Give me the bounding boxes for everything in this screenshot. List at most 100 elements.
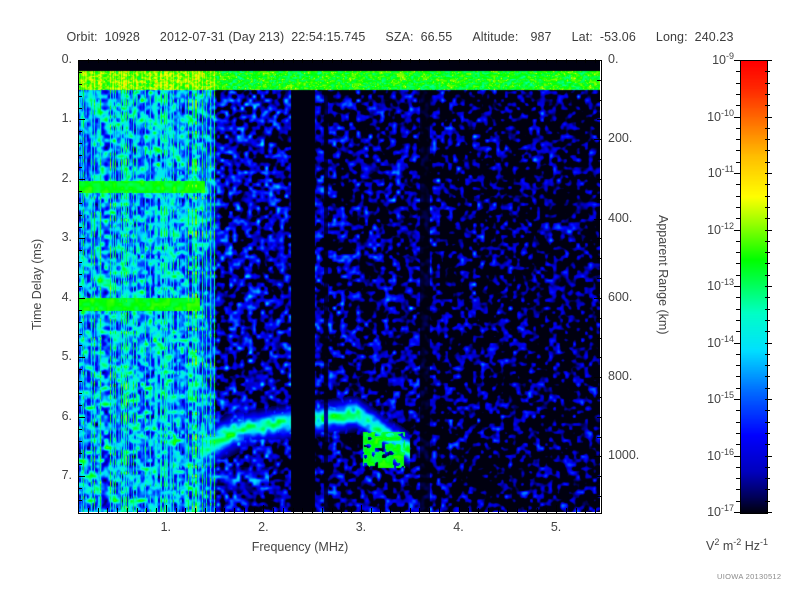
colorbar-minor-tick [765, 319, 770, 321]
y-major-tick [78, 119, 85, 121]
x-tick-label: 2. [258, 520, 269, 534]
x-minor-tick [507, 508, 509, 513]
y2-minor-tick [597, 238, 601, 240]
unit-meters: m [719, 539, 734, 554]
colorbar-minor-tick [765, 432, 770, 434]
colorbar-tick-label: 10-13 [678, 277, 734, 293]
x-minor-tick [429, 508, 431, 513]
y-minor-tick [78, 262, 82, 264]
colorbar-minor-tick [765, 218, 770, 220]
colorbar-minor-tick [765, 195, 770, 197]
y-minor-tick [78, 428, 82, 430]
colorbar-minor-tick [765, 500, 770, 502]
x-major-tick [458, 505, 460, 513]
y-minor-tick [78, 440, 82, 442]
y-minor-tick [78, 131, 82, 133]
y-minor-tick [78, 452, 82, 454]
colorbar-minor-tick [765, 240, 770, 242]
long-label: Long: [655, 30, 688, 44]
colorbar[interactable] [740, 60, 768, 514]
x-top-tick [360, 59, 362, 63]
colorbar-gradient [741, 61, 767, 513]
colorbar-minor-tick [736, 410, 741, 412]
colorbar-minor-tick [736, 206, 741, 208]
y-minor-tick [78, 333, 82, 335]
colorbar-tick-mantissa: 10 [707, 392, 721, 407]
y-minor-tick [78, 155, 82, 157]
y2-tick-label: 800. [608, 369, 633, 384]
colorbar-tick-label: 10-11 [678, 164, 734, 180]
spectrogram-plot-area[interactable] [78, 60, 600, 512]
y2-minor-tick [597, 476, 601, 478]
x-top-tick [253, 59, 255, 63]
x-minor-tick [253, 508, 255, 513]
x-top-tick [136, 59, 138, 63]
spectrogram-canvas [78, 60, 600, 512]
y-major-tick [78, 60, 85, 61]
unit-hertz-exp: -1 [760, 537, 769, 547]
y-minor-tick [78, 393, 82, 395]
x-top-tick [448, 59, 450, 63]
y-minor-tick [78, 381, 82, 383]
x-minor-tick [536, 508, 538, 513]
colorbar-minor-tick [765, 263, 770, 265]
y-tick-label: 6. [61, 408, 72, 423]
colorbar-minor-tick [736, 263, 741, 265]
x-top-tick [292, 59, 294, 63]
colorbar-minor-tick [765, 421, 770, 423]
x-top-tick [585, 59, 587, 63]
colorbar-major-tick [765, 455, 772, 457]
colorbar-tick-label: 10-15 [678, 390, 734, 406]
x-minor-tick [595, 508, 597, 513]
y2-tick-label: 0. [608, 52, 619, 66]
x-minor-tick [331, 508, 333, 513]
colorbar-minor-tick [736, 432, 741, 434]
x-top-tick [507, 59, 509, 63]
x-top-tick [263, 59, 265, 63]
x-top-tick [165, 59, 167, 63]
colorbar-minor-tick [765, 184, 770, 186]
colorbar-tick-exponent: -12 [720, 220, 734, 231]
y-major-tick [78, 357, 85, 359]
x-top-tick [351, 59, 353, 63]
x-top-tick [517, 59, 519, 63]
y-major-tick [78, 178, 85, 180]
colorbar-minor-tick [765, 252, 770, 254]
x-top-tick [487, 59, 489, 63]
colorbar-minor-tick [736, 319, 741, 321]
y2-minor-tick [597, 337, 601, 339]
y2-minor-tick [597, 397, 601, 399]
colorbar-major-tick [734, 229, 741, 231]
x-top-tick [526, 59, 528, 63]
x-top-tick [224, 59, 226, 63]
colorbar-minor-tick [736, 127, 741, 129]
colorbar-tick-mantissa: 10 [707, 335, 721, 350]
x-minor-tick [546, 508, 548, 513]
colorbar-minor-tick [736, 376, 741, 378]
y2-minor-tick [597, 278, 601, 280]
y-axis-title: Time Delay (ms) [30, 238, 44, 330]
x-tick-label: 4. [453, 520, 464, 534]
x-top-tick [87, 59, 89, 63]
colorbar-tick-mantissa: 10 [707, 166, 722, 181]
y2-minor-tick [597, 258, 601, 260]
colorbar-major-tick [734, 399, 741, 400]
x-minor-tick [214, 508, 216, 513]
colorbar-tick-mantissa: 10 [707, 505, 721, 520]
x-minor-tick [497, 508, 499, 513]
y2-major-tick [594, 297, 601, 299]
y2-tick-label: 1000. [608, 448, 640, 463]
x-top-tick [429, 59, 431, 63]
y-minor-tick [78, 286, 82, 287]
y-minor-tick [78, 214, 82, 216]
observation-date: 2012-07-31 (Day 213) [159, 30, 285, 44]
x-minor-tick [224, 508, 226, 513]
x-minor-tick [273, 508, 275, 513]
y-minor-tick [78, 274, 82, 276]
colorbar-minor-tick [736, 218, 741, 220]
y-tick-label: 0. [61, 52, 72, 66]
colorbar-minor-tick [736, 500, 741, 502]
x-minor-tick [156, 508, 158, 513]
colorbar-tick-exponent: -17 [720, 503, 734, 513]
